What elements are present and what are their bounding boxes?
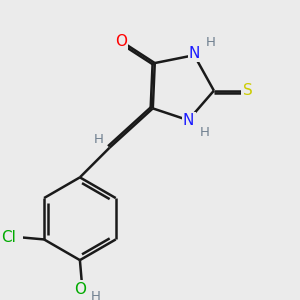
Text: O: O — [115, 34, 127, 49]
Text: H: H — [91, 290, 100, 300]
Text: N: N — [189, 46, 200, 61]
Text: H: H — [200, 125, 210, 139]
Text: N: N — [183, 113, 194, 128]
Text: Cl: Cl — [1, 230, 16, 245]
Text: S: S — [242, 83, 252, 98]
Text: O: O — [74, 282, 86, 297]
Text: H: H — [206, 36, 216, 49]
Text: H: H — [94, 133, 103, 146]
